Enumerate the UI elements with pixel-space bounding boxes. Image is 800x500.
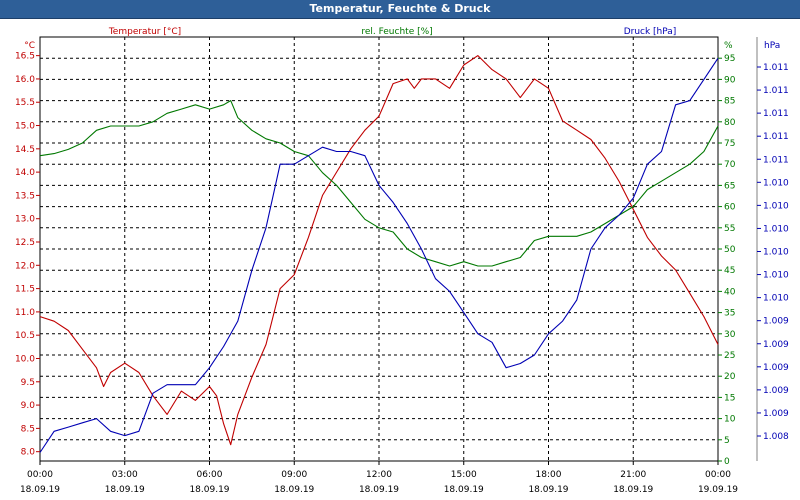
humidity-tick-label: 75 xyxy=(724,139,735,149)
temperature-tick-label: 14.0 xyxy=(15,168,35,178)
humidity-tick-label: 50 xyxy=(724,245,736,255)
series xyxy=(39,55,719,453)
temperature-tick-label: 12.0 xyxy=(15,261,35,271)
temperature-tick-label: 16.5 xyxy=(15,52,35,62)
temperature-tick-label: 9.5 xyxy=(21,378,35,388)
x-tick-time: 12:00 xyxy=(366,470,392,480)
humidity-tick-label: 0 xyxy=(724,457,730,467)
pressure-tick-label: 1.011 xyxy=(763,109,789,119)
humidity-tick-label: 20 xyxy=(724,372,736,382)
x-tick-time: 06:00 xyxy=(197,470,223,480)
pressure-tick-label: 1.009 xyxy=(763,409,789,419)
x-tick-date: 18.09.19 xyxy=(444,485,484,495)
humidity-tick-label: 95 xyxy=(724,54,735,64)
humidity-tick-label: 15 xyxy=(724,393,735,403)
humidity-axis-label: rel. Feuchte [%] xyxy=(361,27,432,37)
humidity-tick-label: 5 xyxy=(724,436,730,446)
humidity-tick-label: 85 xyxy=(724,97,735,107)
pressure-tick-label: 1.011 xyxy=(763,63,789,73)
pressure-tick-label: 1.010 xyxy=(763,201,789,211)
pressure-tick-label: 1.009 xyxy=(763,340,789,350)
humidity-unit: % xyxy=(724,41,733,51)
chart-title: Temperatur, Feuchte & Druck xyxy=(0,0,800,19)
pressure-tick-label: 1.010 xyxy=(763,248,789,258)
x-tick-time: 09:00 xyxy=(281,470,307,480)
humidity-tick-label: 55 xyxy=(724,224,735,234)
x-tick-time: 15:00 xyxy=(451,470,477,480)
temperature-tick-label: 12.5 xyxy=(15,238,35,248)
humidity-tick-label: 65 xyxy=(724,181,735,191)
temperature-tick-label: 14.5 xyxy=(15,145,35,155)
grid xyxy=(40,37,718,461)
x-tick-date: 18.09.19 xyxy=(528,485,568,495)
x-tick-time: 18:00 xyxy=(536,470,562,480)
temperature-tick-label: 15.5 xyxy=(15,98,35,108)
pressure-series-line xyxy=(39,57,719,453)
humidity-tick-label: 10 xyxy=(724,415,736,425)
temperature-tick-label: 11.5 xyxy=(15,285,35,295)
x-tick-date: 18.09.19 xyxy=(613,485,653,495)
temperature-tick-label: 11.0 xyxy=(15,308,35,318)
x-tick-time: 00:00 xyxy=(705,470,731,480)
pressure-tick-label: 1.010 xyxy=(763,178,789,188)
temperature-tick-label: 16.0 xyxy=(15,75,35,85)
pressure-tick-label: 1.009 xyxy=(763,363,789,373)
pressure-tick-label: 1.009 xyxy=(763,386,789,396)
humidity-tick-label: 45 xyxy=(724,266,735,276)
humidity-tick-label: 90 xyxy=(724,75,736,85)
temperature-series-line xyxy=(39,55,719,446)
axes: 00:00 18.09.19 03:00 18.09.19 06:00 18.09.19 0… xyxy=(15,27,789,495)
temperature-unit: °C xyxy=(24,41,35,51)
humidity-tick-label: 60 xyxy=(724,203,736,213)
pressure-tick-label: 1.008 xyxy=(763,432,789,442)
pressure-axis-label: Druck [hPa] xyxy=(624,27,677,37)
pressure-tick-label: 1.010 xyxy=(763,294,789,304)
x-tick-date: 18.09.19 xyxy=(20,485,60,495)
temperature-tick-label: 10.0 xyxy=(15,354,35,364)
temperature-tick-label: 13.0 xyxy=(15,215,35,225)
humidity-tick-label: 70 xyxy=(724,160,736,170)
humidity-tick-label: 40 xyxy=(724,287,736,297)
humidity-tick-label: 30 xyxy=(724,330,736,340)
humidity-tick-label: 80 xyxy=(724,118,736,128)
x-tick-date: 19.09.19 xyxy=(698,485,738,495)
pressure-tick-label: 1.010 xyxy=(763,224,789,234)
pressure-tick-label: 1.009 xyxy=(763,317,789,327)
x-tick-time: 03:00 xyxy=(112,470,138,480)
pressure-tick-label: 1.011 xyxy=(763,155,789,165)
pressure-tick-label: 1.011 xyxy=(763,86,789,96)
x-tick-date: 18.09.19 xyxy=(105,485,145,495)
humidity-series-line xyxy=(39,100,719,267)
x-tick-date: 18.09.19 xyxy=(189,485,229,495)
pressure-tick-label: 1.011 xyxy=(763,132,789,142)
x-tick-date: 18.09.19 xyxy=(274,485,314,495)
pressure-unit: hPa xyxy=(764,41,780,51)
temperature-tick-label: 8.0 xyxy=(21,448,36,458)
temperature-tick-label: 13.5 xyxy=(15,191,35,201)
pressure-tick-label: 1.010 xyxy=(763,271,789,281)
temperature-tick-label: 8.5 xyxy=(21,424,35,434)
temperature-tick-label: 10.5 xyxy=(15,331,35,341)
x-tick-time: 21:00 xyxy=(620,470,646,480)
x-tick-date: 18.09.19 xyxy=(359,485,399,495)
temperature-tick-label: 15.0 xyxy=(15,122,35,132)
humidity-tick-label: 25 xyxy=(724,351,735,361)
temperature-axis-label: Temperatur [°C] xyxy=(108,27,181,37)
temperature-tick-label: 9.0 xyxy=(21,401,36,411)
x-tick-time: 00:00 xyxy=(27,470,53,480)
humidity-tick-label: 35 xyxy=(724,309,735,319)
